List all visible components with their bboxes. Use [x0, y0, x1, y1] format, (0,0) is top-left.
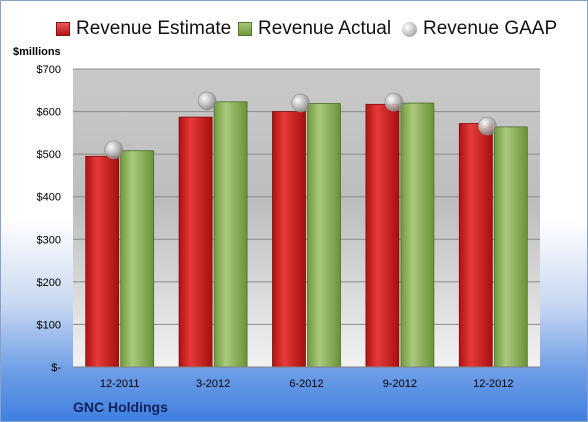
x-tick-label: 12-2012 — [473, 378, 513, 390]
x-tick-label: 9-2012 — [383, 378, 417, 390]
legend: Revenue Estimate Revenue Actual Revenue … — [1, 15, 588, 43]
x-axis-ticks: 12-2011 3-2012 6-2012 9-2012 12-2012 — [100, 378, 514, 390]
marker-revenue-gaap — [104, 140, 123, 160]
legend-label-gaap: Revenue GAAP — [423, 18, 558, 39]
y-tick-label: $100 — [37, 319, 61, 331]
marker-revenue-gaap — [477, 116, 497, 136]
bars — [85, 101, 528, 368]
bar-revenue-estimate — [365, 103, 400, 368]
company-name: GNC Holdings — [73, 399, 168, 415]
x-tick-label: 6-2012 — [289, 378, 323, 390]
bar-revenue-actual — [213, 101, 248, 368]
x-tick-label: 3-2012 — [196, 378, 230, 390]
legend-swatch-actual — [238, 22, 252, 36]
y-axis-ticks: $- $100 $200 $300 $400 $500 $600 $700 — [37, 64, 62, 374]
legend-item-revenue-gaap: Revenue GAAP — [402, 15, 557, 43]
legend-item-revenue-estimate: Revenue Estimate — [56, 15, 231, 43]
bar-revenue-actual — [307, 103, 341, 368]
bar-revenue-estimate — [178, 116, 213, 368]
y-tick-label: $700 — [37, 64, 61, 76]
legend-swatch-estimate — [56, 22, 70, 36]
gaap-markers — [104, 91, 497, 160]
marker-revenue-gaap — [384, 92, 404, 112]
y-tick-label: $200 — [37, 277, 61, 289]
legend-label-actual: Revenue Actual — [258, 18, 392, 39]
marker-revenue-gaap — [197, 91, 217, 111]
legend-label-estimate: Revenue Estimate — [76, 18, 232, 39]
y-tick-label: $500 — [37, 149, 61, 161]
legend-swatch-gaap — [402, 21, 417, 37]
y-axis-unit-label: $millions — [13, 46, 61, 58]
y-tick-label: $400 — [37, 192, 61, 204]
y-tick-label: $300 — [37, 234, 61, 246]
bar-revenue-estimate — [85, 155, 120, 368]
y-tick-label: $- — [51, 362, 61, 374]
bar-revenue-estimate — [272, 111, 306, 368]
bar-revenue-actual — [400, 102, 435, 368]
bar-revenue-actual — [493, 126, 528, 368]
bar-revenue-estimate — [458, 123, 493, 368]
bar-revenue-actual — [120, 150, 155, 368]
marker-revenue-gaap — [291, 93, 310, 113]
x-tick-label: 12-2011 — [100, 378, 140, 390]
legend-item-revenue-actual: Revenue Actual — [238, 15, 391, 43]
y-tick-label: $600 — [37, 107, 61, 119]
